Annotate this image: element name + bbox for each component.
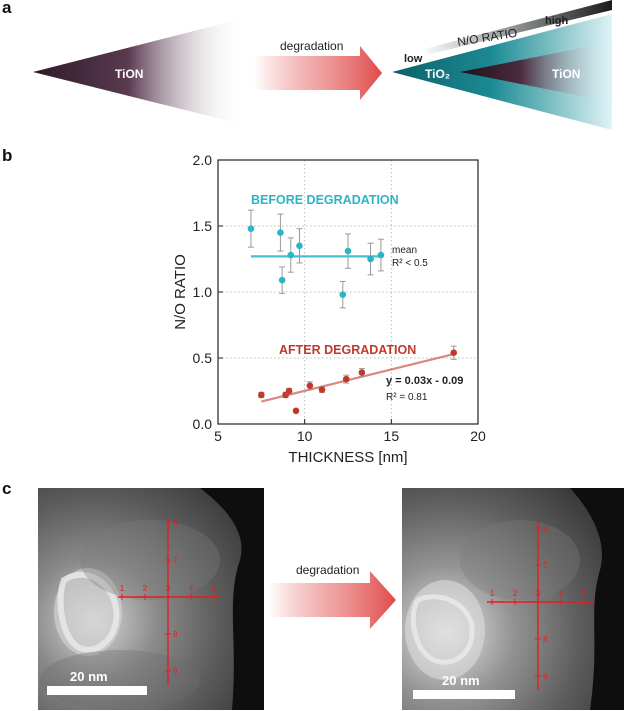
- ruler-cross-after: [487, 522, 593, 690]
- panel-c: c 1 2 3 4 5 6 7 8 9 20 nm degradation: [2, 479, 624, 710]
- data-point-after: [258, 391, 265, 399]
- y-tick-label: 1.5: [193, 218, 213, 234]
- data-point-before: [339, 291, 347, 298]
- after-degradation-label: AFTER DEGRADATION: [279, 343, 416, 357]
- ruler-number: 1: [120, 584, 125, 593]
- before-degradation-label: BEFORE DEGRADATION: [251, 193, 399, 207]
- ruler-number: 8: [173, 630, 178, 639]
- ruler-ticks-after: 1 2 3 4 5 6 7 8 9: [490, 524, 587, 681]
- y-tick-label: 2.0: [193, 152, 213, 168]
- ruler-number: 3: [536, 589, 541, 598]
- mean-r2-label: R² < 0.5: [392, 258, 428, 269]
- data-point-before: [277, 229, 284, 236]
- x-tick-label: 15: [384, 428, 400, 444]
- y-tick-label: 1.0: [193, 284, 213, 300]
- ruler-number: 9: [543, 672, 548, 681]
- data-point-before: [278, 276, 286, 284]
- tem-image-after: 1 2 3 4 5 6 7 8 9 20 nm: [402, 488, 624, 710]
- ruler-number: 5: [582, 589, 587, 598]
- data-point-before: [367, 255, 374, 263]
- data-point-before: [344, 247, 352, 255]
- data-point-after: [306, 382, 314, 390]
- panel-c-label: c: [2, 479, 11, 498]
- panel-a-arrow-label: degradation: [280, 39, 343, 53]
- mean-label: mean: [392, 245, 417, 256]
- x-tick-label: 5: [214, 428, 222, 444]
- x-axis-title: THICKNESS [nm]: [288, 449, 407, 466]
- tem-image-before: 1 2 3 4 5 6 7 8 9 20 nm: [38, 488, 264, 710]
- fit-r2-label: R² = 0.81: [386, 392, 428, 403]
- ruler-number: 2: [513, 589, 518, 598]
- tion-left-label: TiON: [115, 67, 143, 81]
- data-point-before: [377, 251, 385, 259]
- y-tick-label: 0.5: [193, 350, 213, 366]
- data-point-before: [296, 242, 303, 250]
- ruler-number: 4: [559, 589, 564, 598]
- panel-a-label: a: [2, 0, 12, 17]
- scale-bar-before: [47, 686, 147, 695]
- degradation-arrow-a: [254, 46, 382, 100]
- x-tick-label: 20: [470, 428, 486, 444]
- high-gradient-bar: [420, 0, 612, 54]
- panel-b: b 5 10 15 20 0.0 0.5 1.0 1.5 2.0 THICKNESS [nm] N/…: [2, 146, 486, 466]
- scale-bar-after: [413, 690, 515, 699]
- scale-label-after: 20 nm: [442, 673, 480, 688]
- data-point-after: [450, 349, 458, 357]
- data-point-after: [358, 369, 366, 376]
- data-point-after: [292, 407, 300, 415]
- panel-a: a TiON degradation TiO₂ TiON low high N/…: [2, 0, 612, 130]
- ruler-number: 7: [543, 561, 548, 570]
- scale-label-before: 20 nm: [70, 669, 108, 684]
- data-point-before: [287, 251, 295, 259]
- fit-line-after: [261, 352, 454, 403]
- y-tick-label: 0.0: [193, 416, 213, 432]
- data-point-after: [318, 386, 326, 393]
- ruler-number: 3: [166, 584, 171, 593]
- panel-b-label: b: [2, 146, 12, 165]
- tion-wedge-left: [33, 18, 245, 125]
- ruler-number: 6: [543, 524, 548, 533]
- panel-c-arrow-label: degradation: [296, 563, 359, 577]
- tio2-label: TiO₂: [425, 67, 450, 81]
- ruler-number: 8: [543, 635, 548, 644]
- x-tick-label: 10: [297, 428, 313, 444]
- data-point-before: [247, 225, 255, 232]
- ruler-number: 1: [490, 589, 495, 598]
- ruler-ticks-before: 1 2 3 4 5 6 7 8 9: [120, 519, 217, 676]
- ruler-number: 7: [173, 556, 178, 565]
- ruler-number: 9: [173, 667, 178, 676]
- ruler-cross-before: [118, 520, 220, 685]
- tion-core-wedge: [460, 42, 612, 102]
- high-label: high: [545, 15, 568, 27]
- tion-right-label: TiON: [552, 67, 580, 81]
- low-label: low: [404, 53, 423, 65]
- ruler-number: 4: [189, 584, 194, 593]
- y-axis-title: N/O RATIO: [172, 254, 189, 330]
- ruler-number: 6: [173, 519, 178, 528]
- data-point-after: [342, 375, 350, 383]
- ruler-number: 2: [143, 584, 148, 593]
- data-point-after: [285, 387, 293, 395]
- degradation-arrow-c: [268, 571, 396, 629]
- scatter-chart: 5 10 15 20 0.0 0.5 1.0 1.5 2.0 THICKNESS [nm] N/O …: [172, 152, 486, 466]
- fit-equation-label: y = 0.03x - 0.09: [386, 375, 463, 387]
- ruler-number: 5: [212, 584, 217, 593]
